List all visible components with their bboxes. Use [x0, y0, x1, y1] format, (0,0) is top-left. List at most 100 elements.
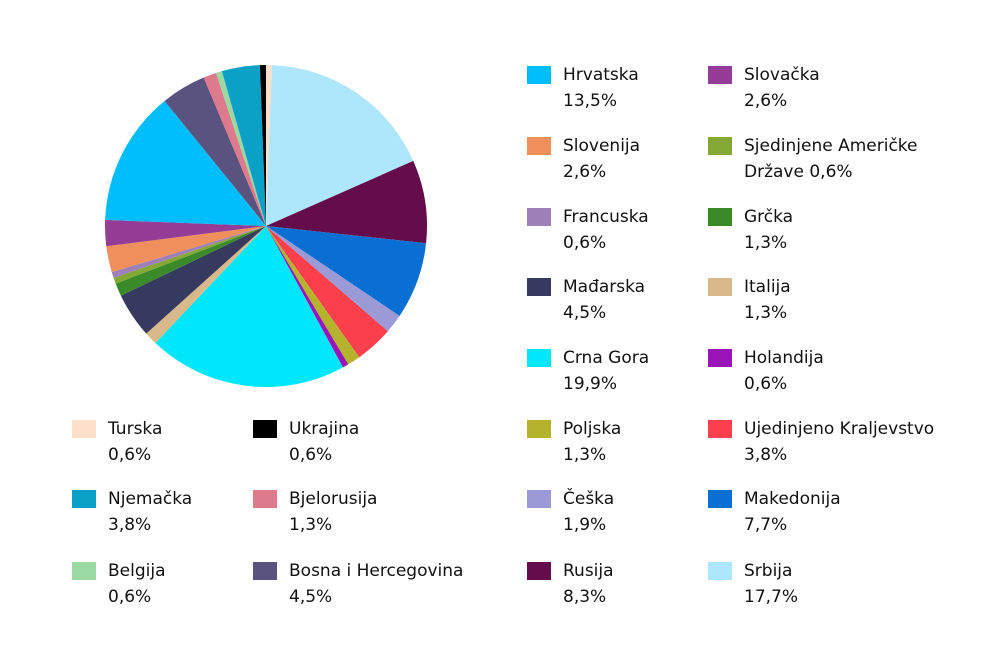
legend-swatch [708, 420, 732, 438]
legend-label: Rusija [563, 561, 614, 581]
legend-label: Grčka [744, 207, 794, 227]
legend-label: Njemačka [108, 489, 193, 509]
legend-label: Francuska [563, 207, 649, 227]
legend-value: 0,6% [809, 162, 853, 182]
legend-swatch [527, 278, 551, 296]
legend-label: Ukrajina [289, 419, 360, 439]
legend-value: 7,7% [744, 515, 788, 535]
legend-value: 0,6% [563, 233, 607, 253]
pie-slice [115, 226, 266, 296]
legend-text: Mađarska 4,5% [563, 274, 763, 326]
legend-swatch [708, 278, 732, 296]
legend-swatch [72, 420, 96, 438]
legend-text: Italija 1,3% [744, 274, 944, 326]
pie-slice [266, 65, 414, 226]
pie-slice [266, 226, 400, 332]
legend-text: Češka 1,9% [563, 486, 763, 538]
pie-slice [266, 65, 273, 226]
legend-label: Slovenija [563, 136, 641, 156]
pie-slice [266, 226, 349, 368]
pie-slice [259, 65, 266, 226]
legend-value: 4,5% [289, 587, 333, 607]
legend-label: Crna Gora [563, 348, 650, 368]
pie-slice [105, 219, 267, 247]
pie-slice [266, 226, 360, 365]
legend-label: Turska [108, 419, 163, 439]
pie-slice [113, 226, 266, 284]
legend-swatch [708, 66, 732, 84]
legend-value: 0,6% [744, 374, 788, 394]
legend-text: Bjelorusija 1,3% [289, 486, 489, 538]
legend-value: 1,3% [289, 515, 333, 535]
legend-swatch [527, 137, 551, 155]
legend-label: Sjedinjene Američke Države [744, 136, 918, 182]
legend-value: 4,5% [563, 303, 607, 323]
pie-slice [106, 226, 266, 273]
pie-slice [266, 226, 427, 316]
pie-slice [155, 226, 343, 388]
legend-text: Slovenija 2,6% [563, 133, 763, 185]
legend-label: Poljska [563, 419, 622, 439]
legend-swatch [253, 420, 277, 438]
legend-text: Rusija 8,3% [563, 558, 763, 610]
legend-value: 0,6% [108, 587, 152, 607]
legend-label: Srbija [744, 561, 793, 581]
legend-swatch [253, 562, 277, 580]
legend-swatch [253, 490, 277, 508]
legend-text: Njemačka 3,8% [108, 486, 308, 538]
legend-value: 2,6% [563, 162, 607, 182]
legend-text: Crna Gora 19,9% [563, 345, 763, 397]
legend-text: Makedonija 7,7% [744, 486, 944, 538]
legend-swatch [72, 562, 96, 580]
legend-swatch [527, 208, 551, 226]
legend-value: 2,6% [744, 91, 788, 111]
legend-label: Ujedinjeno Kraljevstvo [744, 419, 935, 439]
legend-value: 1,3% [563, 445, 607, 465]
legend-value: 1,9% [563, 515, 607, 535]
legend-label: Bjelorusija [289, 489, 378, 509]
legend-text: Hrvatska 13,5% [563, 62, 763, 114]
legend-label: Bosna i Hercegovina [289, 561, 464, 581]
pie-slice [221, 65, 266, 226]
pie-slice [105, 100, 266, 226]
legend-label: Hrvatska [563, 65, 639, 85]
legend-swatch [708, 208, 732, 226]
legend-label: Češka [563, 489, 615, 509]
pie-slice [111, 226, 267, 278]
legend-swatch [527, 66, 551, 84]
legend-text: Slovačka 2,6% [744, 62, 944, 114]
legend-label: Makedonija [744, 489, 841, 509]
legend-swatch [527, 562, 551, 580]
legend-text: Ukrajina 0,6% [289, 416, 489, 468]
legend-swatch [527, 490, 551, 508]
legend-text: Poljska 1,3% [563, 416, 763, 468]
legend-label: Holandija [744, 348, 824, 368]
legend-text: Bosna i Hercegovina 4,5% [289, 558, 489, 610]
legend-value: 0,6% [108, 445, 152, 465]
legend-value: 3,8% [108, 515, 152, 535]
legend-value: 1,3% [744, 303, 788, 323]
legend-swatch [708, 137, 732, 155]
pie-slice [164, 77, 266, 226]
legend-value: 0,6% [289, 445, 333, 465]
legend-text: Srbija 17,7% [744, 558, 944, 610]
legend-label: Italija [744, 277, 791, 297]
pie-slice [146, 226, 266, 344]
legend-value: 1,3% [744, 233, 788, 253]
legend-label: Slovačka [744, 65, 820, 85]
legend-text: Sjedinjene Američke Države 0,6% [744, 133, 944, 185]
legend-swatch [708, 490, 732, 508]
legend-text: Turska 0,6% [108, 416, 308, 468]
legend-value: 13,5% [563, 91, 618, 111]
pie-slice [266, 160, 428, 244]
pie-slice [203, 72, 266, 226]
legend-text: Holandija 0,6% [744, 345, 944, 397]
pie-slice [120, 226, 266, 334]
legend-swatch [527, 349, 551, 367]
legend-text: Francuska 0,6% [563, 204, 763, 256]
legend-text: Belgija 0,6% [108, 558, 308, 610]
legend-swatch [708, 349, 732, 367]
legend-value: 3,8% [744, 445, 788, 465]
